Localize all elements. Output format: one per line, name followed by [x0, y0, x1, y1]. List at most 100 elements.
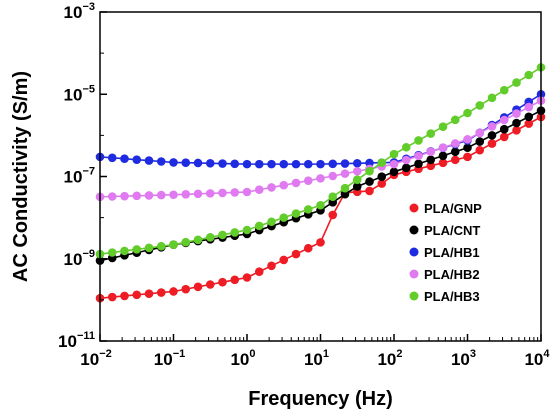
data-point — [352, 182, 362, 191]
data-point — [242, 225, 252, 235]
y-axis-title: AC Conductivity (S/m) — [10, 71, 32, 282]
data-point — [181, 158, 191, 168]
data-point — [487, 93, 497, 103]
data-point — [107, 153, 117, 163]
data-point — [156, 288, 166, 297]
legend-marker — [409, 247, 419, 257]
data-point — [303, 159, 313, 169]
legend-item: PLA/GNP — [409, 201, 482, 216]
data-point — [218, 188, 227, 198]
data-point — [426, 129, 436, 138]
data-point — [267, 261, 276, 271]
data-point — [181, 237, 191, 247]
data-point — [450, 147, 460, 157]
data-point — [389, 167, 399, 177]
data-point — [242, 159, 252, 169]
data-point — [120, 246, 129, 256]
legend-item: PLA/CNT — [409, 223, 480, 238]
data-point — [450, 115, 460, 125]
x-tick-label: 10−1 — [154, 348, 185, 369]
data-point — [499, 85, 509, 95]
series-pla-gnp — [95, 112, 546, 303]
data-point — [193, 189, 203, 199]
data-point — [499, 132, 509, 142]
series-pla-hb2 — [95, 96, 546, 202]
data-point — [414, 159, 423, 169]
y-tick-label: 10−9 — [64, 248, 95, 269]
data-point — [230, 228, 240, 237]
data-point — [377, 158, 387, 167]
data-point — [279, 159, 289, 169]
data-point — [389, 159, 399, 169]
data-point — [205, 189, 215, 198]
data-point — [475, 137, 485, 146]
data-point — [242, 187, 252, 197]
data-point — [512, 78, 521, 87]
data-point — [438, 151, 448, 161]
series-pla-hb3 — [95, 63, 546, 259]
data-point — [450, 155, 460, 165]
data-point — [487, 122, 497, 131]
data-point — [107, 248, 117, 257]
data-point — [365, 158, 374, 168]
data-point — [144, 156, 154, 165]
data-point — [144, 289, 154, 299]
data-point — [414, 151, 423, 161]
x-tick-label: 100 — [230, 348, 255, 369]
legend-label: PLA/CNT — [424, 223, 480, 238]
data-point — [279, 180, 289, 190]
y-tick-label: 10−11 — [58, 330, 95, 351]
data-point — [291, 249, 301, 259]
data-point — [340, 169, 350, 178]
legend-item: PLA/HB1 — [409, 245, 480, 260]
data-point — [169, 240, 178, 249]
data-point — [156, 241, 166, 251]
legend-marker — [409, 203, 419, 213]
data-point — [524, 102, 534, 112]
data-point — [340, 183, 350, 193]
data-point — [463, 143, 472, 153]
data-point — [352, 166, 362, 176]
data-point — [475, 101, 485, 110]
data-point — [144, 191, 154, 200]
data-point — [450, 139, 460, 148]
data-point — [242, 273, 252, 282]
data-point — [132, 191, 142, 201]
data-point — [365, 166, 374, 176]
legend-marker — [409, 269, 419, 279]
data-point — [230, 188, 240, 197]
data-point — [365, 177, 374, 186]
data-point — [132, 245, 142, 254]
data-point — [352, 158, 362, 168]
data-point — [169, 190, 178, 200]
data-point — [316, 159, 325, 169]
data-point — [132, 155, 142, 164]
data-point — [291, 159, 301, 169]
data-point — [438, 158, 448, 168]
data-point — [414, 136, 423, 145]
y-axis: 10−11 10−9 10−7 10−5 10−3 — [58, 1, 107, 351]
data-point — [181, 284, 191, 294]
data-point — [340, 159, 350, 168]
x-axis-title: Frequency (Hz) — [248, 388, 392, 410]
data-point — [169, 287, 178, 296]
data-point — [218, 277, 227, 287]
data-point — [107, 192, 117, 201]
data-point — [512, 125, 521, 135]
data-point — [279, 255, 289, 265]
data-point — [389, 149, 399, 159]
data-point — [303, 176, 313, 185]
data-point — [303, 205, 313, 214]
x-tick-label: 101 — [304, 348, 329, 369]
data-point — [426, 147, 436, 157]
data-point — [254, 221, 264, 231]
data-point — [438, 122, 448, 132]
data-point — [463, 135, 472, 144]
data-point — [401, 155, 411, 165]
data-point — [340, 189, 350, 199]
legend: PLA/GNP PLA/CNT PLA/HB1 PLA/HB2 PLA/HB3 — [409, 201, 482, 304]
data-point — [267, 159, 276, 169]
data-point — [524, 119, 534, 128]
legend-label: PLA/HB3 — [424, 289, 480, 304]
data-point — [120, 291, 129, 301]
